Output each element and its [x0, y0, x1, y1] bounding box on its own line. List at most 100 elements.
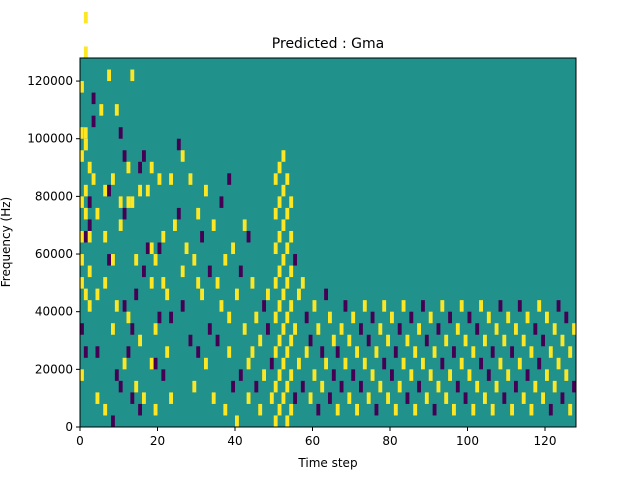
heatmap-cell	[161, 230, 166, 243]
heatmap-cell	[281, 219, 286, 231]
heatmap-cell	[339, 323, 344, 335]
heatmap-cell	[510, 346, 514, 358]
heatmap-cell	[118, 196, 123, 208]
heatmap-cell	[83, 11, 88, 24]
heatmap-cell	[444, 392, 449, 404]
heatmap-cell	[304, 311, 309, 324]
heatmap-cell	[126, 196, 131, 208]
heatmap-cell	[494, 323, 499, 335]
heatmap-cell	[455, 380, 460, 393]
heatmap-cell	[157, 173, 162, 185]
heatmap-cell	[80, 196, 84, 208]
heatmap-cell	[103, 403, 108, 416]
heatmap-cell	[541, 392, 545, 404]
heatmap-cell	[475, 323, 480, 335]
heatmap-cell	[335, 403, 340, 416]
heatmap-cell	[281, 288, 286, 301]
x-tick-label: 100	[456, 434, 479, 448]
heatmap-cell	[351, 369, 356, 381]
y-tick-label: 40000	[35, 305, 73, 319]
heatmap-cell	[525, 369, 530, 381]
heatmap-cell	[328, 392, 332, 404]
heatmap-cell	[362, 357, 367, 370]
heatmap-cell	[285, 380, 290, 393]
heatmap-cell	[196, 277, 201, 289]
heatmap-cell	[440, 357, 445, 370]
heatmap-cell	[250, 346, 255, 358]
heatmap-cell	[134, 288, 139, 301]
heatmap-cell	[215, 334, 220, 347]
heatmap-cell	[114, 104, 119, 116]
heatmap-cell	[281, 150, 286, 162]
heatmap-cell	[490, 403, 495, 416]
heatmap-cell	[459, 357, 464, 370]
heatmap-cell	[359, 323, 363, 335]
heatmap-cell	[285, 311, 290, 324]
chart-title: Predicted : Gma	[272, 36, 384, 52]
heatmap-cell	[80, 323, 84, 335]
heatmap-cell	[235, 415, 239, 427]
heatmap-cell	[316, 323, 321, 335]
heatmap-cell	[517, 357, 522, 370]
heatmap-cell	[312, 369, 317, 381]
heatmap-cell	[409, 369, 414, 381]
heatmap-cell	[405, 334, 410, 347]
heatmap-cell	[297, 357, 301, 370]
heatmap-cell	[273, 277, 278, 289]
heatmap-cell	[312, 300, 317, 312]
heatmap-cell	[424, 392, 429, 404]
heatmap-cell	[448, 369, 452, 381]
heatmap-cell	[273, 415, 278, 427]
heatmap-cell	[103, 277, 108, 289]
heatmap-cell	[506, 369, 511, 381]
heatmap-cell	[126, 161, 131, 174]
heatmap-cell	[118, 380, 123, 393]
heatmap-cell	[413, 403, 418, 416]
heatmap-cell	[173, 219, 177, 231]
heatmap-cell	[308, 392, 313, 404]
heatmap-cell	[459, 300, 464, 312]
x-tick-label: 0	[76, 434, 84, 448]
heatmap-cell	[83, 346, 88, 358]
heatmap-cell	[269, 357, 274, 370]
heatmap-cell	[494, 380, 499, 393]
heatmap-cell	[293, 254, 297, 266]
heatmap-cell	[397, 380, 402, 393]
heatmap-cell	[176, 207, 181, 220]
heatmap-cell	[227, 173, 232, 185]
heatmap-cell	[320, 380, 325, 393]
heatmap-cell	[386, 392, 390, 404]
heatmap-cell	[300, 380, 305, 393]
heatmap-cell	[529, 403, 534, 416]
heatmap-cell	[91, 115, 96, 128]
heatmap-cell	[568, 403, 573, 416]
heatmap-cell	[262, 369, 266, 381]
heatmap-cell	[529, 346, 534, 358]
heatmap-cell	[273, 311, 278, 324]
heatmap-cell	[80, 150, 84, 162]
heatmap-cell	[483, 334, 487, 347]
heatmap-cell	[285, 242, 290, 255]
y-axis-ticks: 0 20000 40000 60000 80000 100000 120000	[27, 74, 80, 434]
heatmap-cell	[153, 254, 158, 266]
heatmap-cell	[448, 311, 452, 324]
heatmap-cell	[393, 346, 398, 358]
heatmap-cell	[452, 403, 456, 416]
heatmap-cell	[107, 184, 111, 197]
heatmap-cell	[409, 311, 414, 324]
heatmap-cell	[328, 311, 332, 324]
heatmap-cell	[130, 392, 135, 404]
heatmap-cell	[87, 300, 92, 312]
heatmap-cell	[91, 173, 96, 185]
heatmap-cell	[122, 150, 127, 162]
heatmap-cell	[91, 92, 96, 105]
heatmap-cell	[285, 346, 290, 358]
heatmap-cell	[83, 127, 88, 139]
heatmap-cell	[440, 300, 445, 312]
heatmap-cell	[382, 357, 387, 370]
heatmap-cell	[169, 392, 173, 404]
heatmap-cell	[153, 403, 158, 416]
heatmap-cell	[339, 380, 344, 393]
heatmap-cell	[145, 242, 150, 255]
heatmap-cell	[95, 207, 100, 220]
